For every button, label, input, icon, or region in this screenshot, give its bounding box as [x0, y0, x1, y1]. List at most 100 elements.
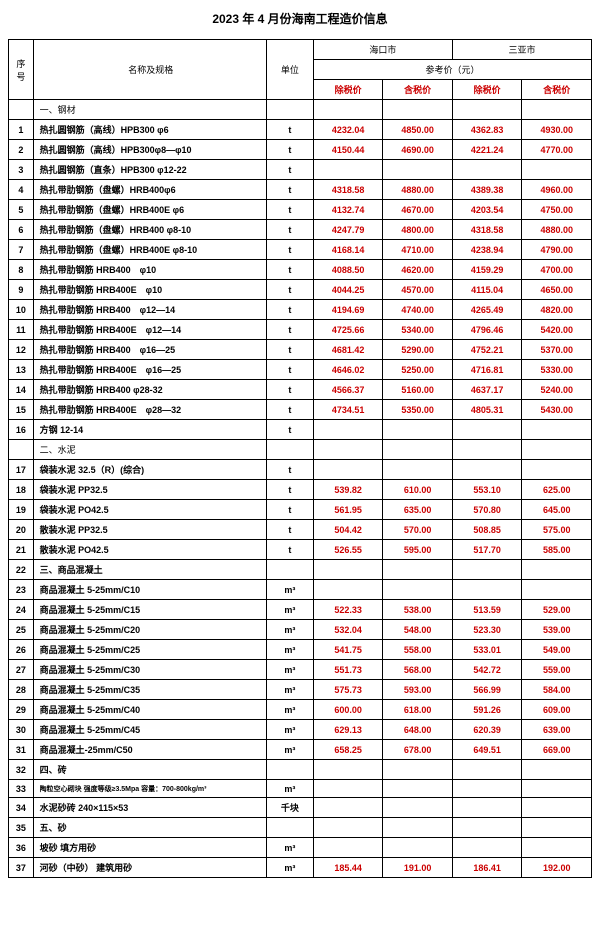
cell-unit: t [266, 420, 313, 440]
header-seq: 序号 [9, 40, 34, 100]
cell-price: 4650.00 [522, 280, 592, 300]
cell-price: 538.00 [383, 600, 453, 620]
cell-name: 商品混凝土 5-25mm/C30 [33, 660, 266, 680]
cell-name: 袋装水泥 32.5（R）(综合) [33, 460, 266, 480]
cell-name: 热扎带肋钢筋 HRB400 φ10 [33, 260, 266, 280]
table-row: 16方钢 12-14t [9, 420, 592, 440]
cell-price [522, 560, 592, 580]
cell-price: 5330.00 [522, 360, 592, 380]
table-row: 9热扎带肋钢筋 HRB400E φ10t4044.254570.004115.0… [9, 280, 592, 300]
cell-price [452, 798, 522, 818]
table-row: 二、水泥 [9, 440, 592, 460]
cell-price: 4318.58 [313, 180, 383, 200]
table-row: 5热扎带肋钢筋（盘螺）HRB400E φ6t4132.744670.004203… [9, 200, 592, 220]
cell-price [383, 818, 453, 838]
cell-price [452, 440, 522, 460]
cell-seq: 14 [9, 380, 34, 400]
cell-name: 商品混凝土-25mm/C50 [33, 740, 266, 760]
cell-unit: t [266, 460, 313, 480]
cell-price: 595.00 [383, 540, 453, 560]
cell-price: 559.00 [522, 660, 592, 680]
cell-unit [266, 760, 313, 780]
cell-price: 5370.00 [522, 340, 592, 360]
cell-price: 5350.00 [383, 400, 453, 420]
cell-unit: t [266, 320, 313, 340]
cell-price [522, 798, 592, 818]
cell-name: 陶粒空心砌块 强度等级≥3.5Mpa 容量：700-800kg/m³ [33, 780, 266, 798]
cell-price [522, 818, 592, 838]
cell-seq: 5 [9, 200, 34, 220]
cell-price [313, 460, 383, 480]
cell-price [383, 460, 453, 480]
cell-seq: 11 [9, 320, 34, 340]
cell-price: 4710.00 [383, 240, 453, 260]
cell-price: 593.00 [383, 680, 453, 700]
table-row: 一、钢材 [9, 100, 592, 120]
cell-unit: t [266, 380, 313, 400]
cell-price: 575.73 [313, 680, 383, 700]
cell-seq: 20 [9, 520, 34, 540]
cell-seq: 21 [9, 540, 34, 560]
cell-price: 529.00 [522, 600, 592, 620]
cell-seq: 34 [9, 798, 34, 818]
cell-name: 热扎带肋钢筋 HRB400 φ28-32 [33, 380, 266, 400]
cell-seq: 8 [9, 260, 34, 280]
table-row: 22三、商品混凝土 [9, 560, 592, 580]
cell-price: 678.00 [383, 740, 453, 760]
cell-seq: 25 [9, 620, 34, 640]
header-unit: 单位 [266, 40, 313, 100]
cell-price: 4930.00 [522, 120, 592, 140]
header-name: 名称及规格 [33, 40, 266, 100]
cell-price [313, 100, 383, 120]
cell-price: 186.41 [452, 858, 522, 878]
cell-price: 5430.00 [522, 400, 592, 420]
table-row: 2热扎圆钢筋（高线）HPB300φ8—φ10t4150.444690.00422… [9, 140, 592, 160]
cell-price: 610.00 [383, 480, 453, 500]
cell-price: 522.33 [313, 600, 383, 620]
cell-seq: 27 [9, 660, 34, 680]
cell-seq: 28 [9, 680, 34, 700]
cell-price: 4960.00 [522, 180, 592, 200]
cell-unit: t [266, 300, 313, 320]
cell-price [452, 818, 522, 838]
cell-price [313, 818, 383, 838]
cell-unit: m³ [266, 680, 313, 700]
cell-price: 4088.50 [313, 260, 383, 280]
cell-name: 热扎带肋钢筋 HRB400 φ16—25 [33, 340, 266, 360]
cell-unit: t [266, 500, 313, 520]
cell-unit: t [266, 220, 313, 240]
cell-unit: m³ [266, 780, 313, 798]
cell-price: 4850.00 [383, 120, 453, 140]
cell-unit: 千块 [266, 798, 313, 818]
table-row: 1热扎圆钢筋（高线）HPB300 φ6t4232.044850.004362.8… [9, 120, 592, 140]
cell-seq: 23 [9, 580, 34, 600]
table-row: 17袋装水泥 32.5（R）(综合)t [9, 460, 592, 480]
cell-price: 4681.42 [313, 340, 383, 360]
cell-name: 散装水泥 PO42.5 [33, 540, 266, 560]
cell-unit: t [266, 120, 313, 140]
cell-seq: 12 [9, 340, 34, 360]
cell-seq: 15 [9, 400, 34, 420]
cell-price [313, 780, 383, 798]
cell-price: 4265.49 [452, 300, 522, 320]
cell-price: 609.00 [522, 700, 592, 720]
cell-name: 热扎带肋钢筋 HRB400E φ16—25 [33, 360, 266, 380]
table-row: 37河砂（中砂） 建筑用砂m³185.44191.00186.41192.00 [9, 858, 592, 878]
cell-price: 4790.00 [522, 240, 592, 260]
cell-price: 504.42 [313, 520, 383, 540]
cell-price [313, 440, 383, 460]
cell-seq: 33 [9, 780, 34, 798]
cell-price [383, 440, 453, 460]
table-row: 6热扎带肋钢筋（盘螺）HRB400 φ8-10t4247.794800.0043… [9, 220, 592, 240]
cell-price [452, 580, 522, 600]
cell-price: 4740.00 [383, 300, 453, 320]
cell-seq: 36 [9, 838, 34, 858]
cell-price: 185.44 [313, 858, 383, 878]
table-row: 36坡砂 填方用砂m³ [9, 838, 592, 858]
cell-seq: 7 [9, 240, 34, 260]
cell-name: 商品混凝土 5-25mm/C25 [33, 640, 266, 660]
cell-price [452, 420, 522, 440]
cell-price: 533.01 [452, 640, 522, 660]
cell-price: 532.04 [313, 620, 383, 640]
cell-name: 热扎带肋钢筋（盘螺）HRB400E φ6 [33, 200, 266, 220]
